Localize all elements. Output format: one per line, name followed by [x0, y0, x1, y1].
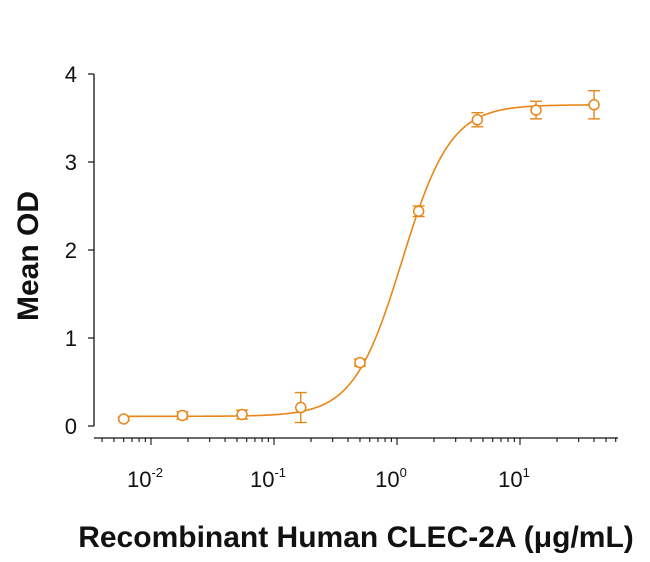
x-tick-base: 10 — [127, 467, 151, 492]
x-tick-exponent: -1 — [274, 465, 286, 480]
data-marker — [117, 413, 130, 425]
x-tick-label: 101 — [498, 465, 530, 492]
data-point — [412, 205, 425, 218]
data-point — [353, 356, 366, 369]
x-tick-base: 10 — [250, 467, 274, 492]
data-marker — [354, 356, 366, 369]
data-point — [471, 112, 484, 128]
data-point — [588, 90, 601, 120]
x-tick-exponent: 1 — [523, 465, 530, 480]
data-point — [236, 408, 249, 421]
y-axis-title: Mean OD — [12, 191, 45, 321]
fit-curve — [123, 104, 595, 418]
data-marker — [530, 104, 542, 116]
y-tick-label: 1 — [65, 326, 77, 351]
data-marker — [176, 409, 189, 422]
data-marker — [295, 401, 307, 414]
data-point — [530, 100, 543, 120]
data-marker — [471, 114, 484, 126]
data-marker — [236, 408, 248, 421]
x-tick-base: 10 — [375, 467, 399, 492]
x-axis: 10-2 10-1 100 101 — [94, 437, 618, 492]
x-tick-label: 10-1 — [250, 465, 286, 492]
plot-area — [117, 90, 601, 425]
x-tick-exponent: 0 — [400, 465, 407, 480]
data-point — [294, 391, 307, 424]
y-tick-label: 4 — [65, 62, 77, 87]
x-tick-label: 10-2 — [127, 465, 163, 492]
x-tick-label: 100 — [375, 465, 407, 492]
x-axis-title: Recombinant Human CLEC-2A (μg/mL) — [78, 521, 634, 554]
y-axis: 0 1 2 3 4 — [65, 62, 95, 439]
x-tick-base: 10 — [498, 467, 522, 492]
data-marker — [588, 99, 600, 111]
data-point — [176, 409, 189, 422]
data-point — [117, 413, 130, 425]
data-marker — [412, 205, 425, 218]
y-tick-label: 0 — [65, 414, 77, 439]
x-tick-exponent: -2 — [151, 465, 163, 480]
y-tick-label: 2 — [65, 238, 77, 263]
y-tick-label: 3 — [65, 150, 77, 175]
